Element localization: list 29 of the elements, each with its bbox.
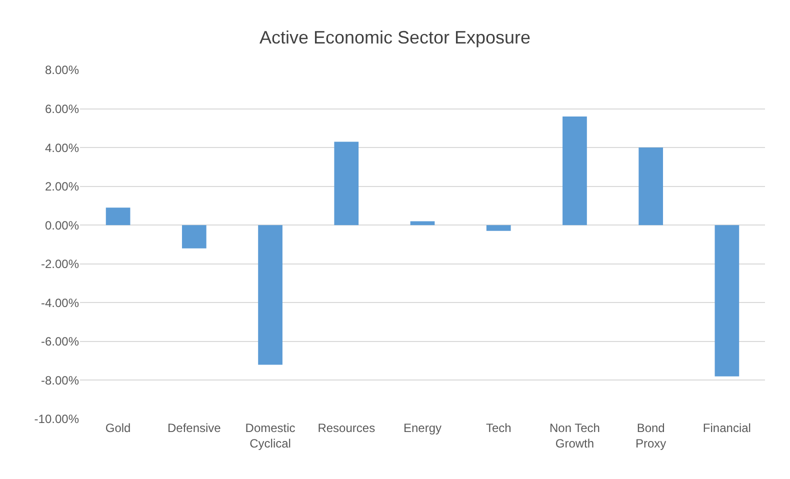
bar	[714, 225, 740, 376]
x-tick-label: Financial	[702, 421, 751, 435]
y-tick-label: -10.00%	[34, 412, 80, 426]
bar	[638, 148, 664, 226]
x-tick-label: Domestic Cyclical	[245, 421, 296, 451]
x-tick-label: Defensive	[167, 421, 222, 435]
x-tick-label: Non Tech Growth	[549, 421, 600, 451]
y-tick-label: 6.00%	[44, 102, 80, 116]
x-tick-label: Tech	[486, 421, 512, 435]
y-tick-label: -8.00%	[40, 373, 80, 388]
y-tick-label: -6.00%	[40, 334, 80, 349]
bar	[486, 225, 511, 231]
y-tick-label: 0.00%	[44, 218, 80, 232]
y-tick-label: 2.00%	[44, 180, 80, 194]
x-tick-label: Gold	[105, 421, 131, 435]
bar	[258, 225, 282, 365]
bar	[334, 142, 359, 226]
x-tick-label: Energy	[403, 421, 442, 435]
bar	[410, 221, 435, 226]
y-tick-label: 8.00%	[44, 63, 80, 78]
y-tick-label: -2.00%	[40, 257, 80, 272]
x-tick-label: Resources	[318, 421, 376, 435]
y-tick-label: -4.00%	[40, 296, 80, 310]
x-tick-label: Bond Proxy	[635, 421, 666, 451]
bar	[182, 225, 206, 248]
chart-title: Active Economic Sector Exposure	[259, 28, 531, 48]
bar	[106, 208, 130, 226]
y-tick-label: 4.00%	[44, 140, 80, 155]
bar	[562, 116, 587, 226]
